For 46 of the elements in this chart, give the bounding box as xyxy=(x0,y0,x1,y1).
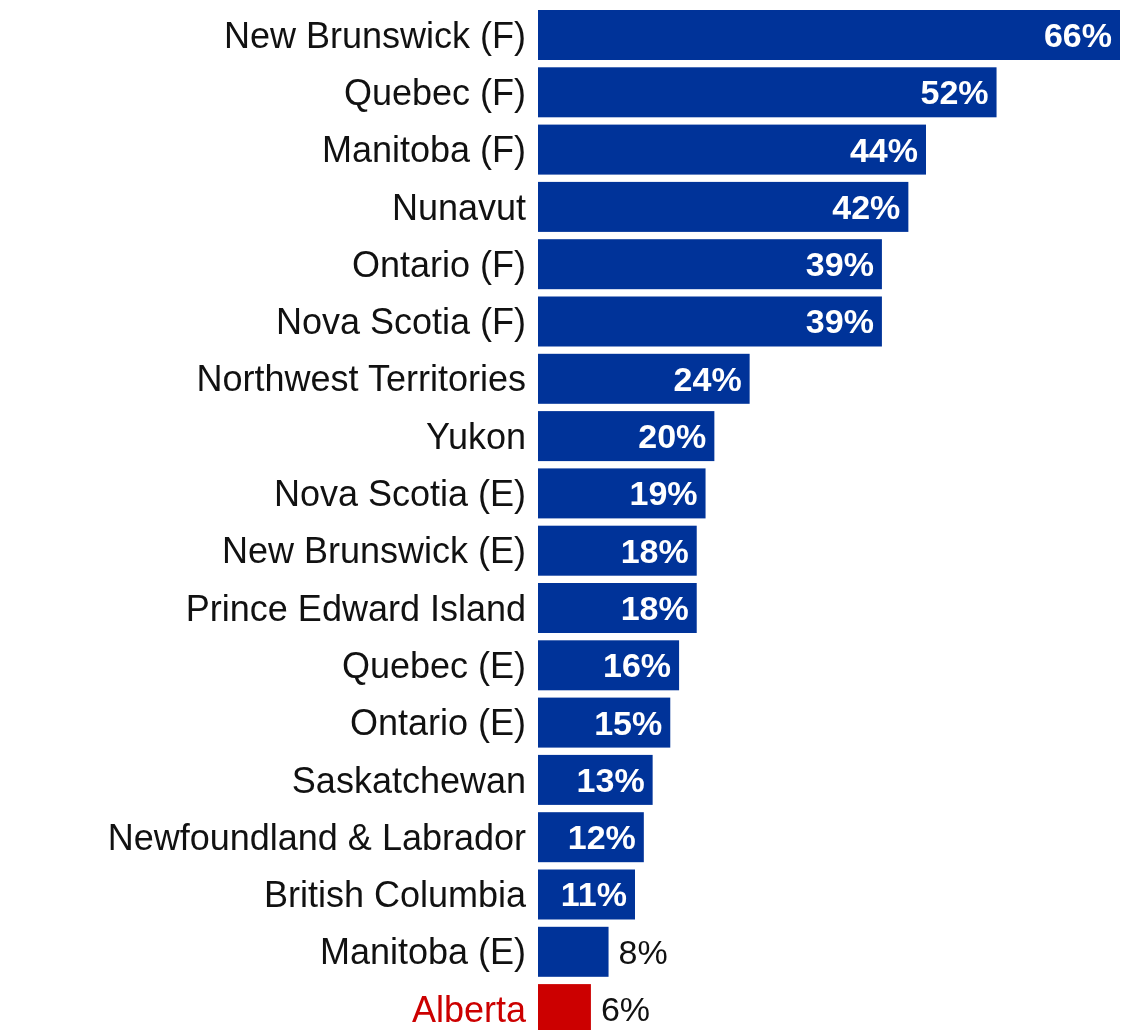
y-tick-label: Quebec (E) xyxy=(341,644,526,686)
y-tick-label: Newfoundland & Labrador xyxy=(107,816,526,858)
bar xyxy=(538,296,882,347)
y-tick-label: New Brunswick (E) xyxy=(221,530,526,572)
data-label: 16% xyxy=(603,646,672,685)
y-tick-label: British Columbia xyxy=(263,874,527,916)
data-label: 66% xyxy=(1043,15,1112,54)
data-label: 39% xyxy=(805,245,874,284)
y-tick-label: Manitoba (F) xyxy=(321,129,526,171)
bar xyxy=(538,124,926,175)
data-label: 11% xyxy=(560,875,627,914)
data-label: 24% xyxy=(673,359,742,398)
data-label: 18% xyxy=(620,531,689,570)
y-tick-label: Ontario (E) xyxy=(349,702,526,744)
y-tick-label: Nunavut xyxy=(391,186,526,228)
data-label: 8% xyxy=(618,932,668,971)
data-label: 44% xyxy=(849,130,918,169)
data-label: 42% xyxy=(832,187,901,226)
y-tick-label: Northwest Territories xyxy=(196,358,526,400)
data-label: 52% xyxy=(920,73,989,112)
bar xyxy=(538,239,882,290)
bar xyxy=(538,181,909,232)
data-label: 20% xyxy=(638,417,707,455)
data-label: 39% xyxy=(805,302,874,341)
data-label: 19% xyxy=(629,474,698,513)
y-tick-label: Saskatchewan xyxy=(291,759,526,801)
y-tick-label: Alberta xyxy=(411,988,527,1030)
data-label: 15% xyxy=(594,703,663,742)
bar xyxy=(538,411,715,462)
data-label: 6% xyxy=(600,990,651,1028)
bar xyxy=(538,468,706,519)
y-tick-label: Manitoba (E) xyxy=(319,931,526,973)
y-tick-label: Quebec (F) xyxy=(343,71,526,113)
y-tick-label: Nova Scotia (F) xyxy=(275,301,526,343)
y-tick-label: New Brunswick (F) xyxy=(223,14,526,56)
bar xyxy=(538,926,609,977)
bar xyxy=(538,67,997,118)
y-tick-label: Prince Edward Island xyxy=(185,587,526,629)
y-tick-label: Nova Scotia (E) xyxy=(273,473,526,514)
data-label: 18% xyxy=(620,588,689,627)
data-label: 13% xyxy=(576,760,645,799)
data-label: 12% xyxy=(567,818,636,857)
bar xyxy=(538,10,1120,60)
bar xyxy=(538,353,750,404)
y-tick-label: Ontario (F) xyxy=(351,243,526,285)
y-tick-label: Yukon xyxy=(425,415,526,457)
